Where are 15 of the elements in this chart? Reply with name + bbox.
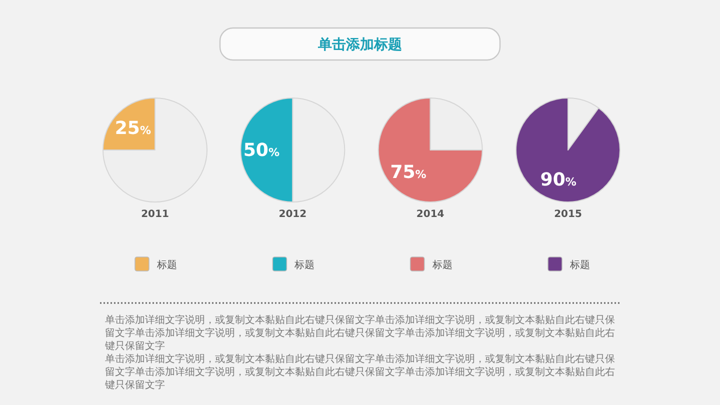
text: 2015 <box>554 209 582 220</box>
text: 单击添加详细文字说明，或复制文本黏贴自此右键只保留文字单击添加详细文字说明，或复制文本黏贴自此右键只保留文字单击添加详细文字说明，或复制文本黏贴自此右键只保留文字单击添加详细文字说明，或复制文本黏贴自此右键只保留文字 <box>105 353 616 392</box>
text: 2011 <box>141 209 169 220</box>
data-label: 75% <box>390 162 426 184</box>
legend-label: 标题 <box>294 259 315 271</box>
legend-label: 标题 <box>569 259 590 271</box>
text: 单击添加标题 <box>317 37 402 53</box>
text: 2012 <box>278 209 307 220</box>
legend-label: 标题 <box>431 259 452 271</box>
legend-label: 标题 <box>156 259 177 271</box>
data-label: 25% <box>114 118 151 139</box>
text: 单击添加详细文字说明，或复制文本黏贴自此右键只保留文字单击添加详细文字说明，或复制文本黏贴自此右键只保留文字单击添加详细文字说明，或复制文本黏贴自此右键只保留文字单击添加详细文字说明，或复制文本黏贴自此右键只保留文字 <box>105 314 616 353</box>
data-label: 90% <box>540 170 576 191</box>
text: 2014 <box>416 209 444 220</box>
data-label: 50% <box>243 140 280 161</box>
